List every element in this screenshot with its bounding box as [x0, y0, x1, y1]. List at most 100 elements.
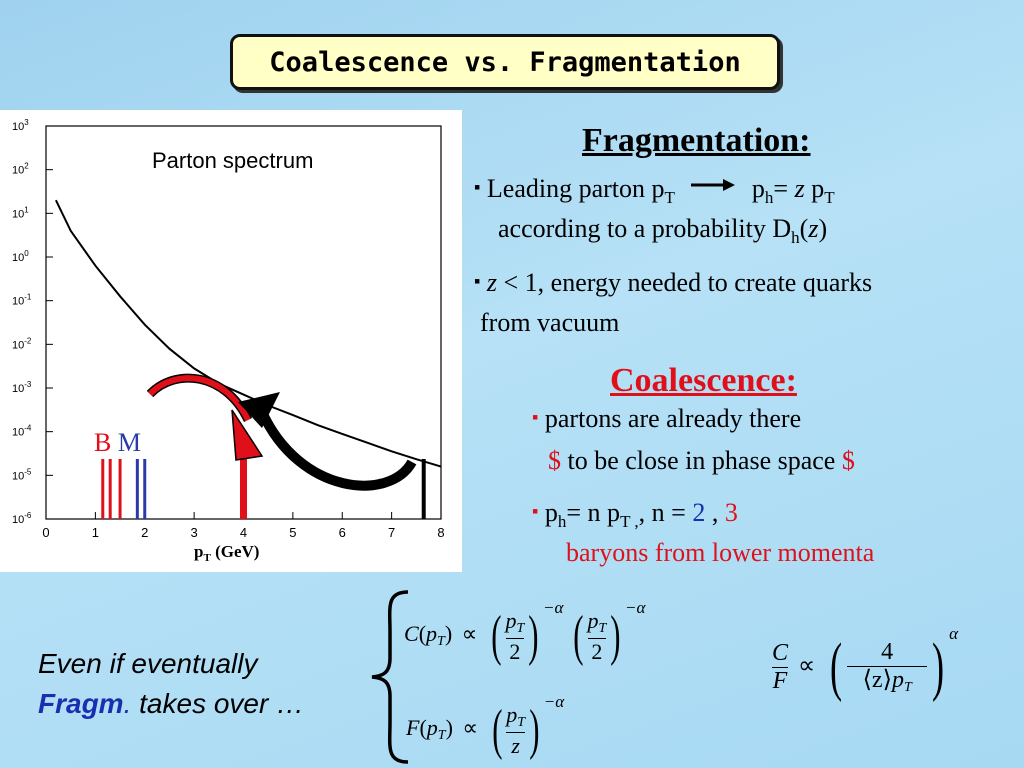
- x-axis-label: pT (GeV): [194, 542, 259, 564]
- eq-c-p: p: [426, 621, 438, 646]
- frag-bullet-2: ▪ z < 1, energy needed to create quarks: [474, 268, 872, 298]
- spectrum-curve: [54, 199, 442, 468]
- frag-bullet-2-line2: from vacuum: [480, 308, 620, 337]
- fragmentation-title: Fragmentation:: [582, 122, 811, 159]
- frag-b1-a-sub: T: [664, 188, 675, 207]
- dollar-2: $: [841, 446, 855, 475]
- f4-z: ⟨z⟩: [862, 666, 892, 693]
- momentum-bars: [101, 459, 426, 519]
- label-b: B: [94, 428, 112, 457]
- f4-exp: α: [949, 624, 959, 643]
- parton-spectrum-plot: 103 102 101 100 10-1 10-2 10-3 10-4 10-5 10-6 0 1 2…: [0, 110, 462, 572]
- even-if-line2: Fragm. takes over …: [38, 684, 304, 724]
- even-if-text: Even if eventually Fragm. takes over …: [38, 644, 304, 724]
- momentum-bar: [108, 459, 112, 519]
- frag-bullet-1: ▪ Leading parton pT ph= z pT: [474, 174, 835, 208]
- frag-b1-b-sub: h: [764, 188, 774, 207]
- coal-b2-three: 3: [724, 498, 738, 527]
- coalescence-title: Coalescence:: [610, 362, 797, 399]
- fragm-word: Fragm: [38, 688, 124, 719]
- x-axis-label-p: p: [194, 542, 204, 561]
- f2-exp: −α: [624, 598, 646, 617]
- x-tick-label: 3: [191, 525, 198, 540]
- cf-den: F: [772, 667, 788, 694]
- y-tick-label: 100: [12, 249, 29, 264]
- paren-icon: ): [528, 604, 539, 667]
- frag-b1-line2-close: ): [818, 214, 828, 243]
- x-axis: 0 1 2 3 4 5 6 7 8: [42, 512, 445, 540]
- eq-c-t: T: [437, 634, 445, 649]
- frac-3: pT z: [506, 703, 526, 758]
- b-m-labels: B M: [94, 428, 141, 458]
- x-tick-label: 1: [92, 525, 99, 540]
- x-tick-label: 5: [289, 525, 296, 540]
- frag-b1-a: Leading parton p: [486, 174, 665, 203]
- f1-exp: −α: [542, 598, 564, 617]
- equation-c: C(pT) ∝ (pT 2) −α (pT 2) −α: [404, 598, 646, 667]
- eq-c-prop: ∝: [461, 621, 478, 646]
- inset-label: Parton spectrum: [152, 148, 314, 173]
- frag-b1-line2-open: (: [799, 214, 809, 243]
- y-tick-label: 10-4: [12, 424, 32, 439]
- f2-p: p: [587, 608, 599, 634]
- momentum-bar: [143, 459, 147, 519]
- right-arrow-icon: [691, 179, 736, 191]
- f3-exp: −α: [543, 692, 565, 711]
- coal-b2-comma: ,: [705, 498, 725, 527]
- frac-1: pT 2: [505, 608, 525, 664]
- x-tick-label: 4: [240, 525, 247, 540]
- x-tick-label: 7: [388, 525, 395, 540]
- coal-bullet-2-line2: baryons from lower momenta: [566, 538, 875, 567]
- frag-b2-z: z: [486, 268, 498, 297]
- momentum-bar: [135, 459, 139, 519]
- dollar-1: $: [548, 446, 561, 475]
- plot-svg: 103 102 101 100 10-1 10-2 10-3 10-4 10-5 10-6 0 1 2…: [12, 118, 445, 540]
- paren-icon: (: [573, 604, 584, 667]
- x-axis-label-unit: (GeV): [210, 542, 260, 561]
- f2-den: 2: [591, 638, 603, 664]
- fragmentation-arrowhead: [231, 409, 264, 461]
- coal-b1: partons are already there: [544, 404, 802, 433]
- cf-prop: ∝: [798, 653, 816, 679]
- f1-p: p: [505, 608, 517, 634]
- momentum-bar: [421, 459, 426, 519]
- y-tick-label: 101: [12, 205, 29, 220]
- f3-den: z: [511, 732, 520, 758]
- frag-b1-line2-z: z: [808, 214, 819, 243]
- frag-b1-d: p: [804, 174, 825, 203]
- bullet: ▪: [474, 271, 481, 291]
- coal-b2-a: p: [544, 498, 558, 527]
- coal-b2-b: = n p: [566, 498, 621, 527]
- bullet: ▪: [474, 177, 481, 197]
- frag-b1-line2-sub: h: [791, 228, 800, 247]
- frag-b2-text: < 1, energy needed to create quarks: [497, 268, 873, 297]
- eq-f-prop: ∝: [462, 715, 479, 740]
- paren-icon: ): [932, 630, 945, 704]
- eq-c-lhs: C: [404, 621, 419, 646]
- coal-bullet-1-line2: $ to be close in phase space $: [548, 446, 855, 476]
- fragm-dot: .: [123, 688, 132, 719]
- y-tick-label: 10-5: [12, 467, 32, 482]
- even-if-line2-rest: takes over …: [131, 688, 305, 719]
- f1-den: 2: [509, 638, 521, 664]
- frag-b1-c: =: [773, 174, 795, 203]
- frac-2: pT 2: [587, 608, 607, 664]
- f4-p: p: [891, 666, 904, 693]
- coal-bullet-1: ▪ partons are already there: [532, 404, 801, 434]
- x-axis-label-sub: T: [203, 552, 211, 564]
- f4-t: T: [903, 679, 912, 695]
- x-tick-label: 6: [339, 525, 346, 540]
- y-tick-label: 10-1: [12, 293, 32, 308]
- paren-icon: (: [830, 630, 843, 704]
- paren-icon: (: [491, 604, 502, 667]
- coal-b2-c: , n =: [638, 498, 693, 527]
- coal-bullet-2: ▪ ph= n pT ,, n = 2 , 3: [532, 498, 738, 532]
- slide-title-text: Coalescence vs. Fragmentation: [269, 46, 741, 78]
- x-tick-label: 2: [141, 525, 148, 540]
- momentum-bar: [240, 459, 247, 519]
- y-tick-label: 102: [12, 162, 29, 177]
- y-tick-label: 10-6: [12, 511, 32, 526]
- bullet: ▪: [532, 501, 539, 521]
